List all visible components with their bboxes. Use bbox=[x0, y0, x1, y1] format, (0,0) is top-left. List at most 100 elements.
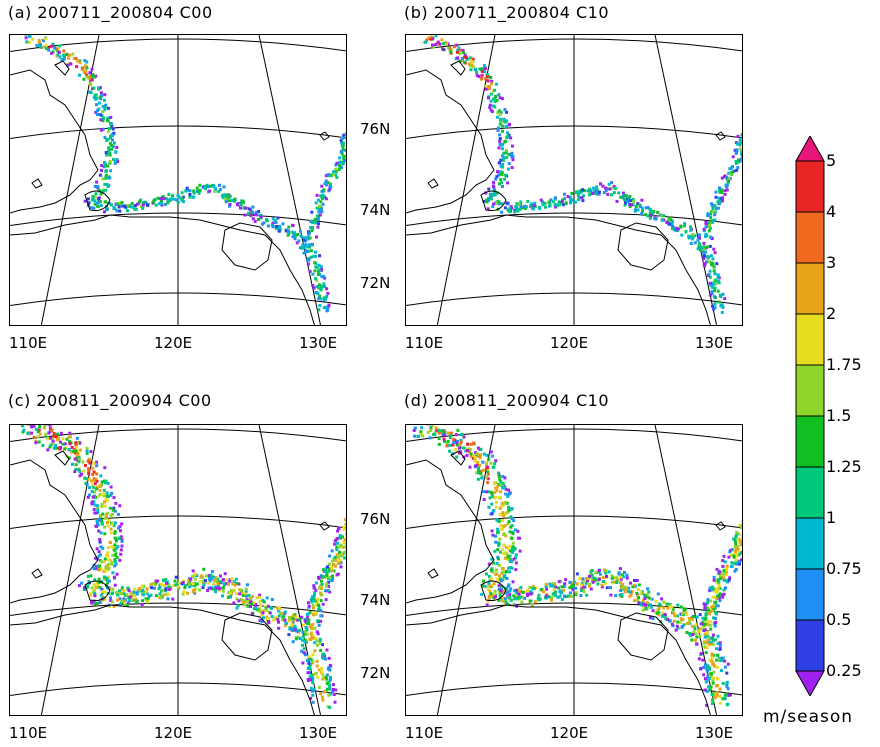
ice-production-cell bbox=[181, 581, 185, 585]
ice-production-cell bbox=[325, 681, 329, 685]
ice-production-cell bbox=[93, 482, 97, 486]
ice-production-cell bbox=[711, 585, 714, 589]
ice-production-cell bbox=[604, 569, 608, 573]
ice-production-cell bbox=[181, 195, 185, 199]
ice-production-cell bbox=[504, 492, 508, 496]
ice-production-cell bbox=[683, 222, 687, 226]
ice-production-cell bbox=[497, 519, 501, 523]
ice-production-cell bbox=[58, 440, 62, 444]
ice-production-cell bbox=[721, 292, 725, 296]
ice-production-cell bbox=[479, 469, 483, 473]
ice-production-cell bbox=[166, 597, 170, 601]
ice-production-cell bbox=[118, 597, 122, 601]
ice-production-cell bbox=[63, 447, 67, 451]
ice-production-cell bbox=[708, 269, 712, 273]
ice-production-cell bbox=[127, 596, 131, 600]
ice-production-cell bbox=[691, 624, 694, 628]
ice-production-cell bbox=[231, 582, 235, 586]
ice-production-cell bbox=[649, 208, 652, 212]
ice-production-cell bbox=[459, 438, 463, 442]
ice-production-cell bbox=[233, 197, 237, 201]
ice-production-cell bbox=[221, 594, 224, 598]
ice-production-cell bbox=[509, 587, 513, 591]
ice-production-cell bbox=[495, 577, 499, 581]
ice-production-cell bbox=[493, 193, 497, 197]
ice-production-cell bbox=[515, 595, 519, 599]
ice-production-cell bbox=[220, 194, 224, 198]
ice-production-cell bbox=[65, 53, 69, 57]
ice-production-cell bbox=[456, 48, 460, 52]
ice-production-cell bbox=[690, 638, 694, 642]
ice-production-cell bbox=[105, 494, 109, 498]
ice-production-cell bbox=[90, 67, 94, 71]
ice-production-cell bbox=[87, 472, 91, 476]
ice-production-cell bbox=[739, 525, 742, 529]
ice-production-cell bbox=[334, 163, 338, 167]
ice-production-cell bbox=[711, 679, 715, 683]
ice-production-cell bbox=[585, 593, 589, 597]
ice-production-cell bbox=[83, 199, 87, 203]
ice-production-cell bbox=[258, 610, 262, 614]
ice-production-cell bbox=[726, 181, 730, 185]
ice-production-cell bbox=[198, 588, 202, 592]
ice-production-cell bbox=[324, 689, 328, 693]
ice-production-cell bbox=[438, 42, 442, 46]
ice-production-cell bbox=[345, 137, 346, 141]
ice-production-cell bbox=[698, 245, 702, 249]
ice-production-cell bbox=[314, 254, 318, 258]
ice-production-cell bbox=[63, 442, 67, 446]
colorbar-segment bbox=[795, 517, 825, 570]
ice-production-cell bbox=[587, 577, 591, 580]
ice-production-cell bbox=[82, 586, 86, 590]
colorbar-tick-label: 1.75 bbox=[826, 355, 862, 374]
ice-production-cell bbox=[334, 688, 338, 692]
ice-production-cell bbox=[549, 198, 553, 202]
ice-production-cell bbox=[316, 675, 320, 679]
ice-production-cell bbox=[265, 596, 269, 600]
ice-production-cell bbox=[310, 627, 314, 630]
ice-production-cell bbox=[318, 304, 322, 307]
ice-production-cell bbox=[716, 206, 720, 210]
ice-production-cell bbox=[336, 529, 340, 533]
ice-production-cell bbox=[688, 621, 692, 625]
ice-production-cell bbox=[99, 86, 102, 90]
ice-production-cell bbox=[550, 598, 553, 602]
ice-production-cell bbox=[100, 164, 104, 167]
ice-production-cell bbox=[260, 613, 264, 617]
longitude-label: 120E bbox=[154, 724, 193, 742]
ice-production-cell bbox=[246, 604, 250, 608]
longitude-label: 120E bbox=[550, 334, 589, 352]
ice-production-cell bbox=[709, 235, 712, 239]
ice-production-cell bbox=[690, 237, 694, 241]
ice-production-cell bbox=[560, 200, 564, 204]
ice-production-cell bbox=[109, 527, 113, 531]
ice-production-cell bbox=[327, 304, 331, 308]
ice-production-cell bbox=[99, 192, 103, 196]
ice-production-cell bbox=[716, 273, 720, 277]
ice-production-cell bbox=[99, 514, 103, 518]
ice-production-cell bbox=[24, 35, 28, 36]
ice-production-cell bbox=[716, 634, 720, 638]
ice-production-cell bbox=[82, 77, 86, 81]
ice-production-cell bbox=[37, 38, 41, 42]
ice-production-cell bbox=[61, 442, 65, 446]
ice-production-cell bbox=[189, 577, 193, 581]
ice-production-cell bbox=[109, 485, 113, 489]
ice-production-cell bbox=[120, 601, 124, 605]
ice-production-cell bbox=[508, 549, 512, 553]
ice-production-cell bbox=[89, 450, 93, 454]
ice-production-cell bbox=[323, 296, 327, 300]
ice-production-cell bbox=[311, 653, 315, 657]
ice-production-cell bbox=[676, 614, 679, 618]
ice-production-cell bbox=[209, 586, 213, 590]
ice-production-cell bbox=[207, 581, 210, 585]
ice-production-cell bbox=[713, 251, 717, 255]
ice-production-cell bbox=[306, 620, 310, 624]
ice-production-cell bbox=[739, 140, 742, 144]
ice-production-cell bbox=[727, 693, 731, 697]
ice-production-cell bbox=[43, 37, 47, 41]
coastline bbox=[10, 60, 330, 325]
ice-production-cell bbox=[156, 579, 159, 583]
ice-production-cell bbox=[703, 607, 707, 610]
ice-production-cell bbox=[172, 197, 176, 201]
